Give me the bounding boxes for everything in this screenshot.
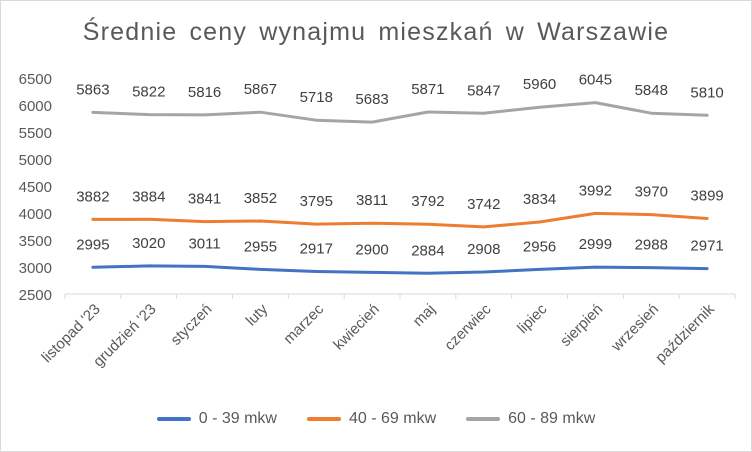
data-label: 3882: [76, 188, 109, 205]
x-tick-label: wrzesień: [607, 301, 662, 356]
data-label: 3011: [188, 235, 220, 252]
data-label: 6045: [579, 72, 612, 89]
x-tick-label: październik: [652, 300, 718, 366]
data-label: 5960: [523, 76, 556, 93]
series-line: [91, 101, 709, 124]
y-tick-label: 4000: [19, 206, 52, 223]
legend-item: 40 - 69 mkw: [306, 410, 437, 428]
data-label: 2900: [355, 241, 388, 258]
y-tick-label: 4500: [19, 179, 52, 196]
data-label: 5810: [690, 84, 723, 101]
data-label: 5848: [635, 82, 668, 99]
data-label: 3970: [635, 184, 668, 201]
data-label: 5847: [467, 82, 500, 99]
y-tick-label: 2500: [19, 287, 52, 304]
data-label: 5683: [355, 91, 388, 108]
data-label: 2956: [523, 238, 556, 255]
data-label: 5822: [132, 84, 165, 101]
data-label: 2908: [467, 241, 500, 258]
x-tick-label: kwiecień: [330, 301, 383, 354]
data-label: 5816: [188, 84, 221, 101]
x-tick-label: sierpień: [557, 301, 606, 350]
data-label: 3899: [690, 187, 723, 204]
y-tick-label: 6000: [19, 98, 52, 115]
y-tick-label: 5500: [19, 125, 52, 142]
legend-label: 40 - 69 mkw: [348, 410, 437, 427]
data-label: 2884: [411, 242, 444, 259]
data-label: 2995: [76, 236, 109, 253]
series-line: [91, 211, 709, 229]
data-label: 3795: [300, 193, 333, 210]
data-label: 3992: [579, 182, 612, 199]
x-tick-label: luty: [243, 300, 272, 329]
data-label: 5863: [76, 81, 109, 98]
series-line: [91, 264, 709, 275]
y-tick-label: 6500: [19, 71, 52, 88]
y-tick-label: 5000: [19, 152, 52, 169]
x-tick-label: styczeń: [167, 301, 215, 349]
x-tick-label: lipiec: [514, 300, 551, 337]
data-label: 3020: [132, 235, 165, 252]
x-tick-label: czerwiec: [441, 300, 495, 354]
y-tick-label: 3000: [19, 260, 52, 277]
data-label: 2917: [300, 240, 333, 257]
data-label: 2955: [244, 238, 277, 255]
x-tick-label: marzec: [280, 300, 327, 347]
legend-swatch: [156, 417, 191, 421]
data-label: 3834: [523, 191, 556, 208]
data-label: 3852: [244, 190, 277, 207]
legend-item: 60 - 89 mkw: [466, 410, 595, 428]
x-tick-label: maj: [410, 301, 439, 330]
data-label: 3841: [188, 191, 221, 208]
data-label: 5867: [244, 81, 277, 98]
chart-title: Średnie ceny wynajmu mieszkań w Warszawi…: [82, 18, 670, 46]
data-label: 2999: [579, 236, 612, 253]
data-label: 5718: [300, 89, 333, 106]
y-tick-label: 3500: [19, 233, 52, 250]
legend-swatch: [466, 417, 501, 421]
data-label: 5871: [411, 81, 444, 98]
data-label: 2988: [635, 237, 668, 254]
data-label: 3811: [356, 192, 388, 209]
legend-label: 60 - 89 mkw: [508, 410, 596, 427]
chart-legend: 0 - 39 mkw 40 - 69 mkw 60 - 89 mkw: [0, 410, 752, 428]
data-label: 3884: [132, 188, 165, 205]
legend-item: 0 - 39 mkw: [156, 410, 277, 428]
data-label: 2971: [690, 238, 723, 255]
data-label: 3742: [467, 196, 500, 213]
data-label: 3792: [411, 193, 444, 210]
legend-swatch: [306, 417, 341, 421]
legend-label: 0 - 39 mkw: [198, 410, 277, 427]
